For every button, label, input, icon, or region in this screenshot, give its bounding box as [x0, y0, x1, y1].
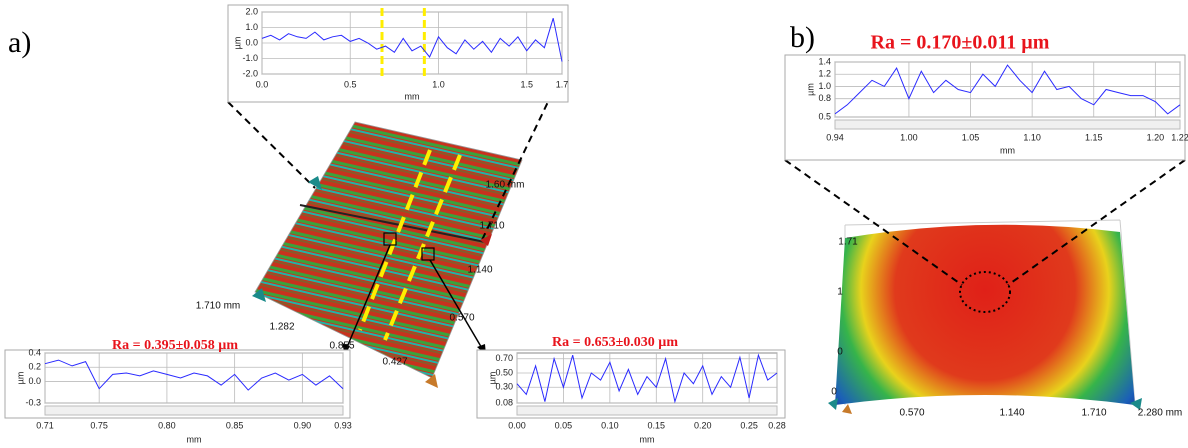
x-tick-label: 0.0	[256, 79, 269, 89]
x-tick-label: 0.00	[508, 420, 526, 430]
x-tick-label: 1.00	[900, 132, 918, 142]
x-tick-label: 1.20	[1147, 132, 1165, 142]
panel-label: b)	[790, 21, 815, 54]
profile-line	[834, 64, 1181, 115]
x-tick-label: 0.20	[694, 420, 712, 430]
profile-line	[261, 18, 563, 62]
panel-label: a)	[8, 26, 31, 59]
y-axis-label: µm	[232, 37, 242, 50]
x-tick-label: 0.93	[334, 420, 352, 430]
y-tick-label: 0.0	[245, 37, 258, 47]
x-tick-label: 1.0	[432, 79, 445, 89]
y-tick-label: 0.30	[495, 382, 513, 392]
x-tick-label: 1.05	[962, 132, 980, 142]
axis-label: 1.140	[467, 265, 492, 276]
y-axis-label: µm	[487, 372, 497, 385]
y-tick-label: 0.2	[28, 362, 41, 372]
scrollbar	[516, 405, 778, 416]
x-axis-label: mm	[1000, 145, 1015, 155]
y-tick-label: 0.50	[495, 367, 513, 377]
axis-label: 1.710	[1081, 408, 1106, 419]
axis-label: 1.71	[838, 237, 858, 248]
axis-label: 1.282	[269, 322, 294, 333]
x-axis-label: mm	[187, 434, 202, 444]
axis-label: 1.710	[479, 221, 504, 232]
y-tick-label: -0.3	[25, 397, 41, 407]
y-tick-label: -1.0	[242, 53, 258, 63]
x-tick-label: 0.71	[36, 420, 54, 430]
y-tick-label: 0.08	[495, 397, 513, 407]
chart: Ra = 0.395±0.058 µm 0.4 0.2 0.0 -0.3 0.71 0.75…	[4, 338, 352, 444]
y-tick-label: 0.4	[28, 347, 41, 357]
scrollbar	[44, 405, 344, 416]
x-axis-label: mm	[640, 434, 655, 444]
axis-label: 0.570	[449, 313, 474, 324]
y-axis-label: µm	[805, 83, 815, 96]
x-tick-label: 1.15	[1085, 132, 1103, 142]
y-tick-label: 1.4	[818, 56, 831, 66]
y-tick-label: 0.70	[495, 353, 513, 363]
x-tick-label: 0.94	[826, 132, 844, 142]
y-tick-label: 0.5	[818, 111, 831, 121]
surface-b	[784, 159, 1186, 414]
axis-label: 0.570	[899, 408, 924, 419]
axis-label: 1.60 mm	[486, 180, 525, 191]
surface-a	[227, 59, 569, 388]
y-tick-label: 1.2	[818, 69, 831, 79]
plot-area	[516, 352, 778, 404]
chart: Ra = 0.653±0.030 µm 0.70 0.50 0.30 0.08 0.00 0…	[476, 335, 786, 444]
x-tick-label: 0.05	[555, 420, 573, 430]
x-tick-label: 0.85	[226, 420, 244, 430]
y-tick-label: -2.0	[242, 68, 258, 78]
x-tick-label: 0.15	[648, 420, 666, 430]
y-tick-label: 1.0	[818, 81, 831, 91]
plot-area	[834, 61, 1181, 118]
axis-label: 1	[837, 287, 843, 298]
x-tick-label: 0.90	[294, 420, 312, 430]
x-tick-label: 0.75	[90, 420, 108, 430]
x-tick-label: 1.7	[556, 79, 569, 89]
y-tick-label: 0.0	[28, 376, 41, 386]
x-tick-label: 0.10	[601, 420, 619, 430]
profile-line	[44, 359, 344, 391]
y-tick-label: 0.8	[818, 93, 831, 103]
x-tick-label: 1.22	[1171, 132, 1188, 142]
chart-title: Ra = 0.653±0.030 µm	[552, 335, 678, 350]
axis-label: 0	[837, 347, 843, 358]
plot-area	[44, 352, 344, 404]
profile-line	[516, 353, 778, 404]
chart-title: Ra = 0.170±0.011 µm	[871, 32, 1050, 54]
y-tick-label: 1.0	[245, 22, 258, 32]
y-axis-label: µm	[15, 372, 25, 385]
axis-label: 0.427	[382, 357, 407, 368]
x-tick-label: 1.5	[520, 79, 533, 89]
axis-label: 1.710 mm	[196, 301, 240, 312]
axis-label: 2.280 mm	[1138, 408, 1182, 419]
y-tick-label: 2.0	[245, 6, 258, 16]
axis-label: 0	[831, 387, 837, 398]
chart: Ra = 0.170±0.011 µm 1.4 1.2 1.0 0.8 0.5 0.94 1.…	[784, 32, 1188, 161]
x-tick-label: 0.80	[158, 420, 176, 430]
x-tick-label: 0.28	[768, 420, 786, 430]
scrollbar	[834, 119, 1181, 130]
x-tick-label: 0.25	[740, 420, 758, 430]
x-tick-label: 1.10	[1023, 132, 1041, 142]
x-tick-label: 0.5	[344, 79, 357, 89]
chart-title: Ra = 0.395±0.058 µm	[112, 338, 238, 353]
axis-label: 0.855	[329, 341, 354, 352]
axis-label: 1.140	[999, 408, 1024, 419]
x-axis-label: mm	[405, 91, 420, 101]
